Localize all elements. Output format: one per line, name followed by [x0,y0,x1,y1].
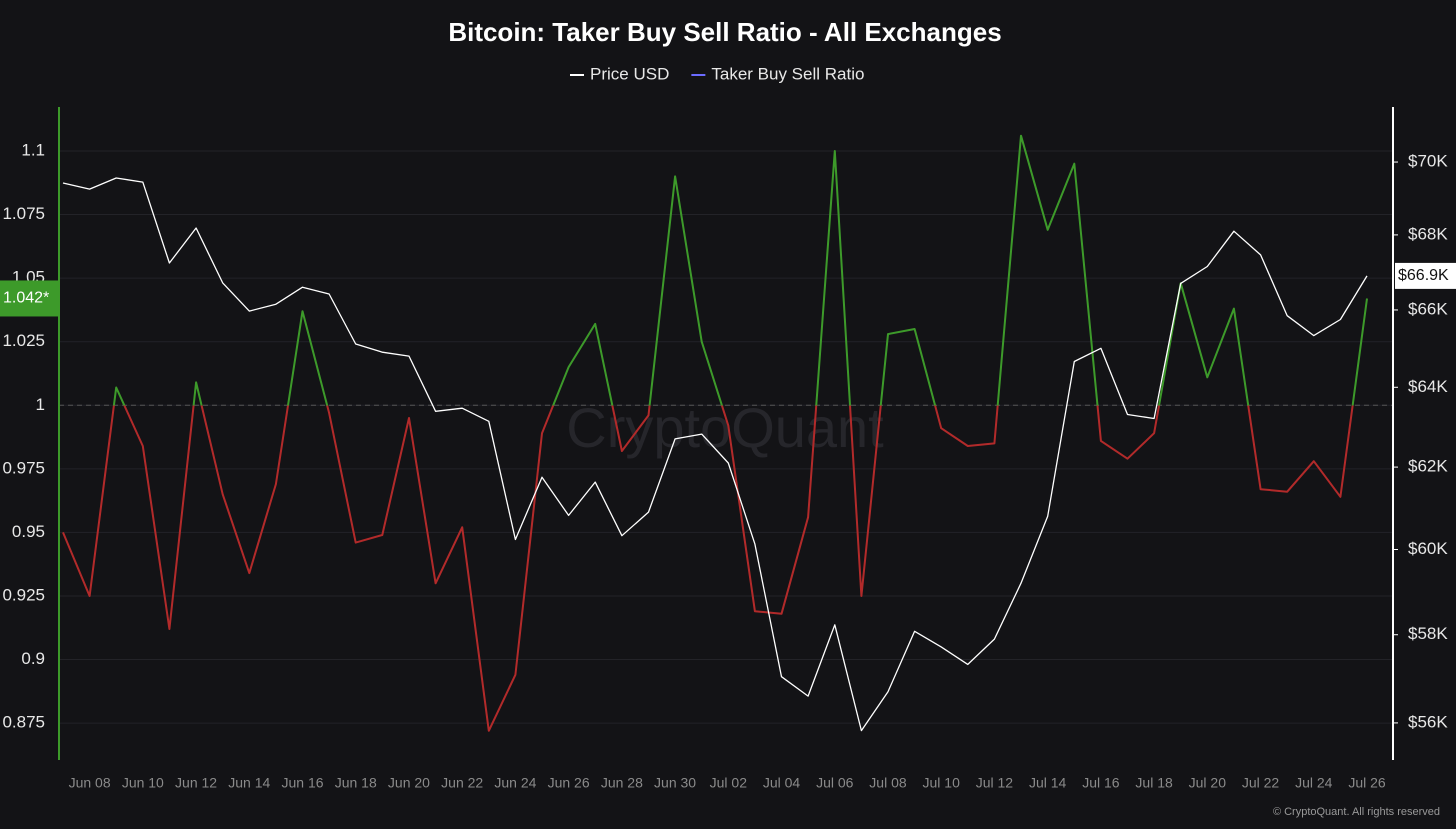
y2-tick-label: $58K [1408,624,1448,643]
y-tick-label: 0.875 [2,713,45,732]
x-tick-label: Jul 18 [1135,775,1173,791]
x-tick-label: Jul 02 [710,775,748,791]
last-value-box [0,280,58,317]
y-tick-label: 1.075 [2,204,45,223]
last-value-box [1395,262,1456,289]
x-tick-label: Jul 04 [763,775,801,791]
x-tick-label: Jun 08 [69,775,111,791]
x-tick-label: Jun 26 [548,775,590,791]
y2-tick-label: $56K [1408,712,1448,731]
last-value-label: 1.042* [3,290,49,307]
footer: © CryptoQuant. All rights reserved [1273,806,1440,818]
y2-tick-label: $68K [1408,224,1448,243]
y2-tick-label: $66K [1408,299,1448,318]
x-tick-label: Jul 22 [1242,775,1280,791]
x-tick-label: Jun 20 [388,775,430,791]
x-tick-label: Jul 10 [923,775,961,791]
x-tick-label: Jun 10 [122,775,164,791]
x-tick-label: Jun 16 [281,775,323,791]
chart-title: Bitcoin: Taker Buy Sell Ratio - All Exch… [448,17,1001,47]
watermark: CryptoQuant [566,396,884,459]
last-value-label: $66.9K [1398,267,1449,284]
y2-tick-label: $70K [1408,152,1448,171]
y2-tick-label: $60K [1408,539,1448,558]
series-line [62,134,1368,732]
legend-label: Price USD [590,64,669,83]
series-line [62,177,1368,732]
x-tick-label: Jun 14 [228,775,270,791]
y2-tick-label: $64K [1408,377,1448,396]
y-tick-label: 0.9 [21,649,45,668]
y-tick-label: 0.975 [2,458,45,477]
x-tick-label: Jul 20 [1189,775,1227,791]
x-tick-label: Jul 08 [869,775,907,791]
x-tick-label: Jul 06 [816,775,854,791]
y2-tick-label: $62K [1408,457,1448,476]
legend-label: Taker Buy Sell Ratio [711,64,864,83]
y-tick-label: 1.1 [21,140,45,159]
x-tick-label: Jul 26 [1348,775,1386,791]
y-tick-label: 1.025 [2,331,45,350]
y-tick-label: 0.925 [2,585,45,604]
y-tick-label: 1 [36,395,45,414]
y-tick-label: 0.95 [12,522,45,541]
x-tick-label: Jul 24 [1295,775,1333,791]
x-tick-label: Jun 24 [494,775,536,791]
x-tick-label: Jul 16 [1082,775,1120,791]
x-tick-label: Jun 30 [654,775,696,791]
x-tick-label: Jul 14 [1029,775,1067,791]
x-tick-label: Jun 12 [175,775,217,791]
x-tick-label: Jun 22 [441,775,483,791]
x-tick-label: Jul 12 [976,775,1014,791]
x-tick-label: Jun 18 [335,775,377,791]
x-tick-label: Jun 28 [601,775,643,791]
